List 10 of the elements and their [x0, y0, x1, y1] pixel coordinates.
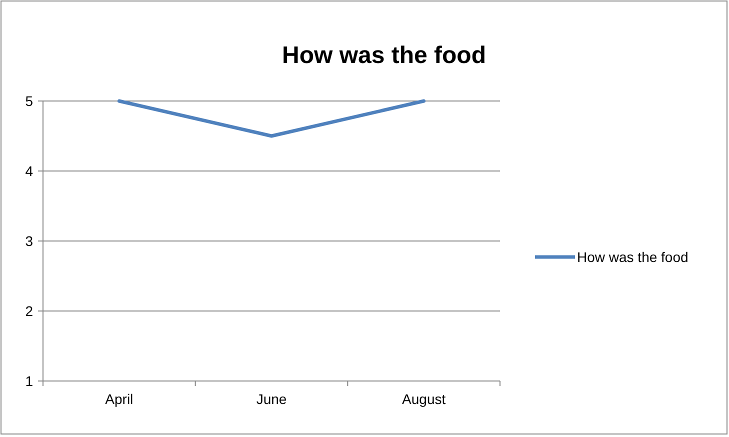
y-tick-label: 5	[25, 92, 34, 109]
y-tick-label: 1	[25, 372, 34, 389]
legend-label: How was the food	[577, 248, 688, 265]
x-tick-label: June	[256, 391, 287, 407]
x-tick-label: August	[402, 391, 446, 407]
x-tick-label: April	[105, 391, 134, 407]
y-tick-label: 2	[25, 302, 34, 319]
y-tick-label: 3	[25, 232, 34, 249]
y-tick-label: 4	[25, 162, 34, 179]
chart-title: How was the food	[282, 42, 486, 69]
